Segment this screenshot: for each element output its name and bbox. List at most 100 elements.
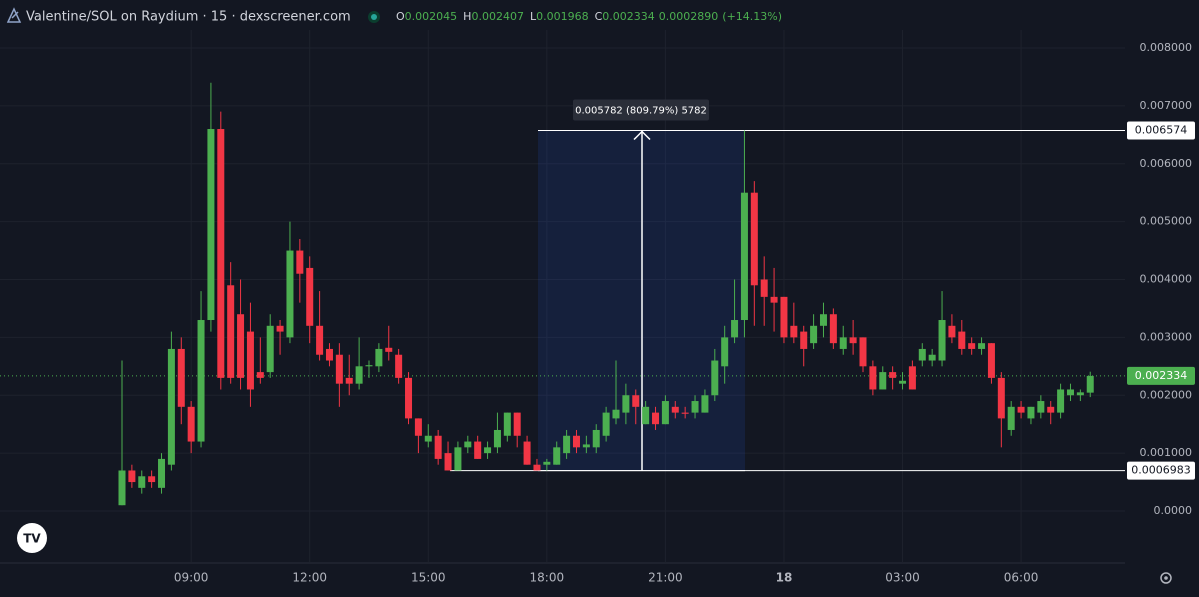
candle-body xyxy=(661,401,669,425)
candle-body xyxy=(889,372,897,378)
candle-body xyxy=(1037,401,1045,413)
logo-icon xyxy=(6,7,22,23)
candle-body xyxy=(671,406,679,413)
candle-body xyxy=(849,337,857,344)
candle-body xyxy=(839,337,847,349)
candle-body xyxy=(968,343,976,349)
candle-body xyxy=(997,377,1005,419)
candle-body xyxy=(790,325,798,338)
candle-body xyxy=(701,395,709,413)
candle-body xyxy=(118,470,126,506)
y-tick-label: 0.004000 xyxy=(1140,273,1193,286)
candle-body xyxy=(316,325,324,355)
candle-body xyxy=(434,435,442,459)
candle-body xyxy=(375,348,383,367)
candle-body xyxy=(691,401,699,413)
candle-body xyxy=(1086,375,1094,393)
candle-body xyxy=(395,354,403,378)
candle-body xyxy=(158,458,166,488)
candle-body xyxy=(987,343,995,378)
candle-body xyxy=(503,412,511,436)
candle-body xyxy=(414,418,422,436)
y-tick-label: 0.001000 xyxy=(1140,446,1193,459)
candle-body xyxy=(1047,406,1055,413)
tv-logo: TV xyxy=(17,523,47,553)
candle-body xyxy=(553,447,561,465)
candle-body xyxy=(652,412,660,425)
candle-body xyxy=(1057,389,1065,413)
y-tick-label: 0.006000 xyxy=(1140,157,1193,170)
ohlc-value: 0.001968 xyxy=(536,10,589,23)
header: Valentine/SOL on Raydium · 15 · dexscree… xyxy=(6,7,782,25)
candle-body xyxy=(187,406,195,442)
x-tick-label: 18:00 xyxy=(530,571,565,585)
settings-icon[interactable] xyxy=(1160,572,1172,584)
candle-body xyxy=(444,453,452,471)
candle-body xyxy=(879,372,887,390)
candle-body xyxy=(207,129,215,321)
price-tag-label: 0.0006983 xyxy=(1131,464,1191,477)
change: 0.0002890 xyxy=(659,10,719,23)
candle-body xyxy=(582,444,590,448)
candle-body xyxy=(829,314,837,344)
title: Valentine/SOL on Raydium · 15 · dexscree… xyxy=(26,10,351,25)
candle-body xyxy=(760,279,768,297)
x-tick-label: 03:00 xyxy=(885,571,920,585)
candle-body xyxy=(740,192,748,321)
candle-body xyxy=(474,441,482,459)
x-tick-label: 12:00 xyxy=(292,571,327,585)
candle-body xyxy=(543,461,551,465)
price-tag xyxy=(1127,121,1195,140)
candle-body xyxy=(227,285,235,378)
candle-body xyxy=(138,476,146,488)
x-tick-label: 09:00 xyxy=(174,571,209,585)
candle-body xyxy=(770,296,778,303)
candle-body xyxy=(612,409,620,419)
price-tag-label: 0.002334 xyxy=(1135,369,1188,382)
candle-body xyxy=(602,412,610,436)
arrow-head xyxy=(633,130,651,141)
candle-body xyxy=(1027,406,1035,419)
candle-body xyxy=(237,314,245,378)
measure-tip xyxy=(573,99,709,121)
candle-body xyxy=(177,348,185,407)
candle-body xyxy=(296,250,304,274)
ohlc-label: L xyxy=(530,10,537,23)
gear[interactable] xyxy=(1160,572,1172,584)
y-tick-label: 0.005000 xyxy=(1140,215,1193,228)
candle-body xyxy=(266,325,274,373)
candle-body xyxy=(622,395,630,413)
candle-body xyxy=(493,429,501,448)
y-tick-label: 0.007000 xyxy=(1140,99,1193,112)
price-tag-label: 0.006574 xyxy=(1135,124,1188,137)
x-tick-label: 21:00 xyxy=(648,571,683,585)
candle-body xyxy=(572,435,580,448)
candle-body xyxy=(355,366,363,384)
candle-body xyxy=(592,429,600,448)
candle-body xyxy=(405,377,413,419)
candle-body xyxy=(513,412,521,436)
logo-text: TV xyxy=(23,532,41,546)
logo-bg xyxy=(17,523,47,553)
candle-body xyxy=(1066,389,1074,396)
candle-body xyxy=(928,354,936,361)
candle-body xyxy=(642,406,650,425)
x-tick-label: 06:00 xyxy=(1004,571,1039,585)
candle-body xyxy=(325,348,333,361)
candle-body xyxy=(819,314,827,326)
y-tick-label: 0.002000 xyxy=(1140,388,1193,401)
candle-body xyxy=(523,441,531,465)
candle-body xyxy=(750,192,758,286)
candle-body xyxy=(197,320,205,442)
candle-body xyxy=(286,250,294,338)
candle-body xyxy=(385,347,393,352)
candle-body xyxy=(859,337,867,367)
ohlc-label: O xyxy=(396,10,405,23)
candle-body xyxy=(345,377,353,384)
candle-body xyxy=(1017,406,1025,413)
ohlc-label: H xyxy=(463,10,471,23)
candle-body xyxy=(948,325,956,338)
candle-body xyxy=(217,129,225,378)
price-tag xyxy=(1127,461,1195,480)
